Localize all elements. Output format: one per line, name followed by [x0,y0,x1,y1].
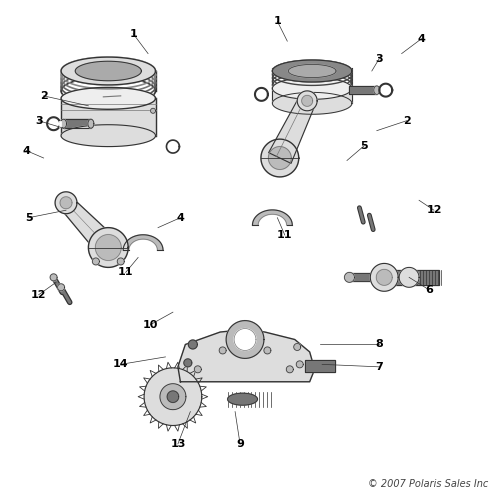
Polygon shape [288,64,336,78]
Polygon shape [374,270,439,285]
Polygon shape [370,264,398,291]
Text: 12: 12 [426,205,442,215]
Polygon shape [58,284,64,291]
Polygon shape [61,57,156,85]
Polygon shape [117,258,124,265]
Polygon shape [61,88,156,110]
Text: 4: 4 [176,212,184,222]
Polygon shape [150,108,156,114]
Text: 2: 2 [403,116,410,126]
Text: 11: 11 [118,268,134,278]
Polygon shape [61,124,156,146]
Text: 5: 5 [360,140,368,150]
Polygon shape [55,192,77,214]
Polygon shape [88,119,94,128]
Text: 7: 7 [376,362,383,372]
Polygon shape [88,228,128,268]
Text: 4: 4 [418,34,426,43]
Text: 13: 13 [170,439,186,449]
Text: 10: 10 [143,320,158,330]
Text: 4: 4 [22,146,30,156]
Text: 6: 6 [425,285,433,295]
Text: 12: 12 [31,290,46,300]
Polygon shape [194,366,202,373]
Polygon shape [272,92,352,114]
Polygon shape [96,234,121,260]
Polygon shape [374,86,380,94]
Polygon shape [350,86,377,94]
Text: 1: 1 [274,16,281,26]
Polygon shape [123,235,163,250]
Polygon shape [60,198,117,256]
Text: 5: 5 [25,212,32,222]
Polygon shape [60,197,72,208]
Polygon shape [188,340,198,349]
Polygon shape [61,98,156,136]
Polygon shape [268,146,291,170]
Polygon shape [272,78,352,100]
Text: © 2007 Polaris Sales Inc: © 2007 Polaris Sales Inc [368,478,488,488]
Polygon shape [272,88,352,104]
Text: 11: 11 [277,230,292,240]
Polygon shape [64,119,91,128]
Polygon shape [298,91,317,111]
Polygon shape [294,344,300,350]
Polygon shape [178,330,314,382]
Polygon shape [376,270,392,285]
Polygon shape [50,274,57,281]
Polygon shape [268,97,316,164]
Text: 14: 14 [113,360,128,370]
Polygon shape [264,347,271,354]
Polygon shape [399,268,419,287]
Polygon shape [252,210,292,225]
Polygon shape [60,119,66,128]
Polygon shape [296,361,303,368]
Text: 8: 8 [376,340,383,349]
Polygon shape [302,96,312,106]
Text: 1: 1 [130,28,137,38]
Polygon shape [261,139,298,177]
Polygon shape [272,60,352,82]
Text: 3: 3 [35,116,42,126]
Polygon shape [350,274,382,281]
Polygon shape [76,62,142,80]
Polygon shape [234,328,256,350]
Polygon shape [92,258,100,265]
Polygon shape [344,272,354,282]
Polygon shape [219,347,226,354]
Text: 3: 3 [376,54,383,64]
Polygon shape [184,359,192,367]
Polygon shape [286,366,294,373]
Polygon shape [167,391,178,402]
Polygon shape [226,320,264,358]
Polygon shape [304,360,334,372]
Polygon shape [144,368,202,426]
Text: 2: 2 [40,91,48,101]
Polygon shape [160,384,186,409]
Polygon shape [228,393,258,405]
Text: 9: 9 [236,439,244,449]
